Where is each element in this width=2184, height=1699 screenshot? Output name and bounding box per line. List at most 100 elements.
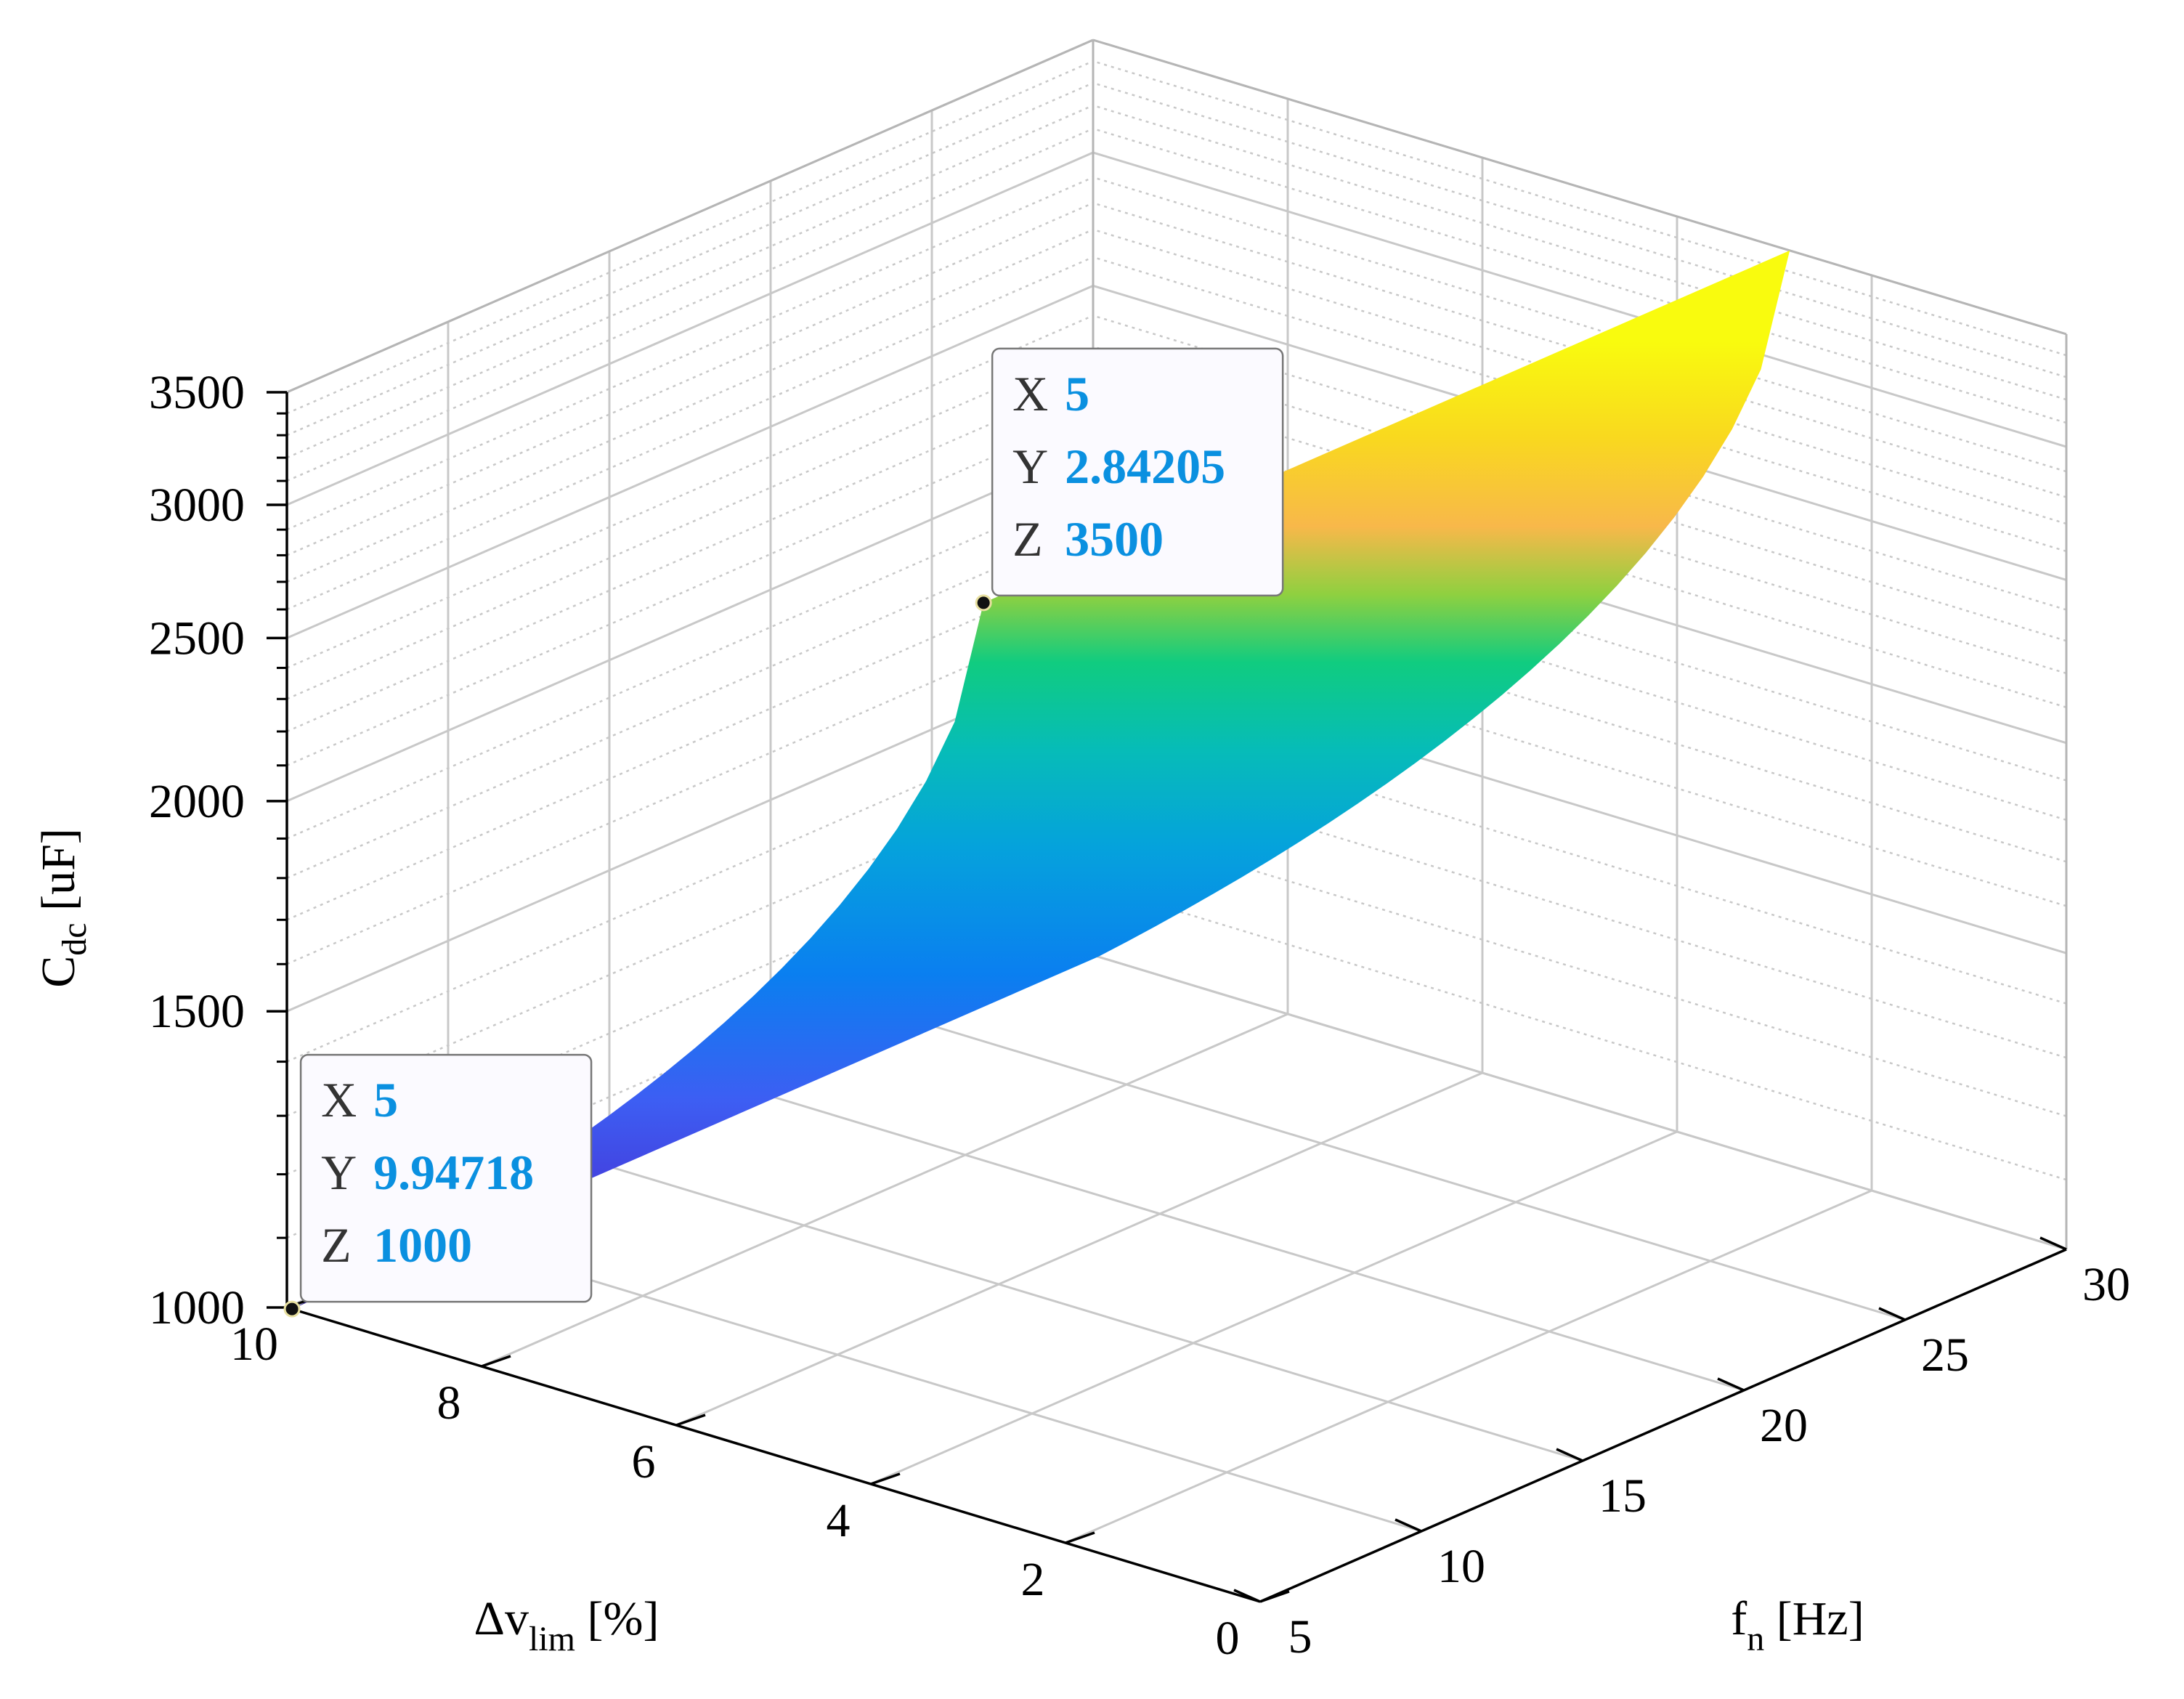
major-gridline bbox=[931, 1024, 1906, 1321]
x-tick-label: 25 bbox=[1921, 1329, 1969, 1382]
y-tick bbox=[481, 1355, 511, 1368]
datatip-value: 5 bbox=[1065, 366, 1089, 421]
major-gridline bbox=[286, 447, 1094, 803]
minor-gridline bbox=[286, 412, 1094, 766]
z-tick-label: 1000 bbox=[149, 1281, 245, 1334]
y-tick-label: 10 bbox=[230, 1318, 278, 1371]
x-axis-label-unit: [Hz] bbox=[1764, 1592, 1864, 1645]
minor-gridline bbox=[1092, 762, 2067, 1059]
minor-gridline bbox=[286, 228, 1094, 583]
minor-gridline bbox=[286, 127, 1094, 482]
major-gridline bbox=[1092, 954, 2067, 1251]
y-tick-label: 6 bbox=[632, 1435, 656, 1488]
minor-gridline bbox=[286, 611, 1094, 965]
datatip[interactable]: X 5Y 9.94718 Z 1000 bbox=[283, 1053, 593, 1318]
major-gridline bbox=[609, 1165, 1583, 1462]
minor-gridline bbox=[1092, 60, 2067, 357]
x-axis-label: fn [Hz] bbox=[1731, 1592, 1864, 1658]
datatip-marker bbox=[975, 594, 992, 612]
x-tick bbox=[2039, 1236, 2067, 1251]
box-edge bbox=[286, 38, 1094, 394]
minor-gridline bbox=[1092, 821, 2067, 1117]
minor-gridline bbox=[1092, 228, 2067, 525]
minor-gridline bbox=[1092, 176, 2067, 473]
minor-gridline bbox=[286, 104, 1094, 459]
minor-gridline bbox=[286, 202, 1094, 556]
minor-gridline bbox=[286, 567, 1094, 921]
datatip-label: Y bbox=[321, 1145, 357, 1200]
datatip-value: 5 bbox=[373, 1072, 398, 1127]
x-tick-label: 20 bbox=[1760, 1399, 1808, 1452]
datatip-label: X bbox=[321, 1072, 357, 1127]
x-tick-label: 10 bbox=[1437, 1540, 1485, 1593]
y-tick-label: 8 bbox=[437, 1376, 461, 1430]
minor-gridline bbox=[1092, 524, 2067, 822]
y-axis-label: Δvlim [%] bbox=[474, 1592, 659, 1658]
minor-gridline bbox=[1092, 378, 2067, 675]
minor-gridline bbox=[286, 256, 1094, 611]
box-edge bbox=[1092, 38, 2067, 336]
major-gridline bbox=[870, 1130, 1678, 1485]
z-axis-label-sub: dc bbox=[55, 923, 94, 955]
y-tick-label: 0 bbox=[1216, 1612, 1240, 1665]
datatip-marker bbox=[283, 1300, 301, 1318]
datatip-value: 3500 bbox=[1065, 511, 1164, 567]
minor-gridline bbox=[1092, 127, 2067, 424]
x-tick bbox=[1878, 1307, 1906, 1321]
y-tick bbox=[675, 1414, 706, 1427]
minor-gridline bbox=[1092, 412, 2067, 708]
datatip-label: X bbox=[1012, 366, 1048, 421]
y-axis-label-sub: lim bbox=[529, 1620, 575, 1658]
minor-gridline bbox=[1092, 104, 2067, 401]
x-tick bbox=[1395, 1518, 1422, 1533]
z-tick-label: 2000 bbox=[149, 775, 245, 828]
z-axis-label: Cdc [uF] bbox=[32, 828, 94, 988]
surface bbox=[292, 250, 1790, 1310]
minor-gridline bbox=[1092, 315, 2067, 611]
axes: 5101520253002468101000150020002500300035… bbox=[149, 366, 2130, 1665]
minor-gridline bbox=[286, 524, 1094, 879]
datatip-box bbox=[299, 1053, 593, 1303]
x-axis-label-sub: n bbox=[1747, 1620, 1764, 1658]
minor-gridline bbox=[1092, 202, 2067, 498]
minor-gridline bbox=[286, 378, 1094, 733]
minor-gridline bbox=[286, 315, 1094, 669]
minor-gridline bbox=[286, 485, 1094, 840]
y-axis-line bbox=[286, 1306, 1261, 1603]
datatip-value: 2.84205 bbox=[1065, 439, 1225, 494]
datatip[interactable]: X 5Y 2.84205 Z 3500 bbox=[975, 347, 1284, 612]
x-axis-label-main: f bbox=[1731, 1592, 1747, 1645]
z-tick-label: 3000 bbox=[149, 479, 245, 532]
major-gridline bbox=[1092, 151, 2067, 448]
datatip-label: Y bbox=[1012, 439, 1048, 494]
y-tick-label: 2 bbox=[1021, 1553, 1045, 1606]
x-tick-label: 5 bbox=[1288, 1610, 1312, 1663]
y-tick bbox=[1065, 1531, 1095, 1544]
z-tick-label: 1500 bbox=[149, 985, 245, 1038]
datatip-label: Z bbox=[321, 1217, 352, 1273]
minor-gridline bbox=[1092, 884, 2067, 1181]
minor-gridline bbox=[286, 60, 1094, 415]
minor-gridline bbox=[286, 708, 1094, 1063]
z-tick-label: 2500 bbox=[149, 612, 245, 665]
major-gridline bbox=[481, 1013, 1288, 1368]
x-tick-label: 15 bbox=[1599, 1469, 1647, 1522]
datatip-label: Z bbox=[1012, 511, 1043, 567]
datatip-box bbox=[991, 347, 1284, 597]
minor-gridline bbox=[1092, 346, 2067, 642]
z-axis-label-main: C bbox=[32, 956, 85, 988]
major-gridline bbox=[286, 285, 1094, 639]
minor-gridline bbox=[1092, 611, 2067, 907]
surface-patch bbox=[292, 250, 1790, 1310]
minor-gridline bbox=[1092, 485, 2067, 782]
z-axis-label-unit: [uF] bbox=[32, 828, 85, 923]
minor-gridline bbox=[286, 346, 1094, 700]
y-tick bbox=[870, 1472, 901, 1485]
minor-gridline bbox=[1092, 708, 2067, 1005]
x-tick-label: 30 bbox=[2082, 1258, 2130, 1311]
axis-labels: Cdc [uF] Δvlim [%] fn [Hz] bbox=[32, 828, 1864, 1658]
major-gridline bbox=[286, 151, 1094, 506]
x-axis-line bbox=[1259, 1248, 2067, 1603]
